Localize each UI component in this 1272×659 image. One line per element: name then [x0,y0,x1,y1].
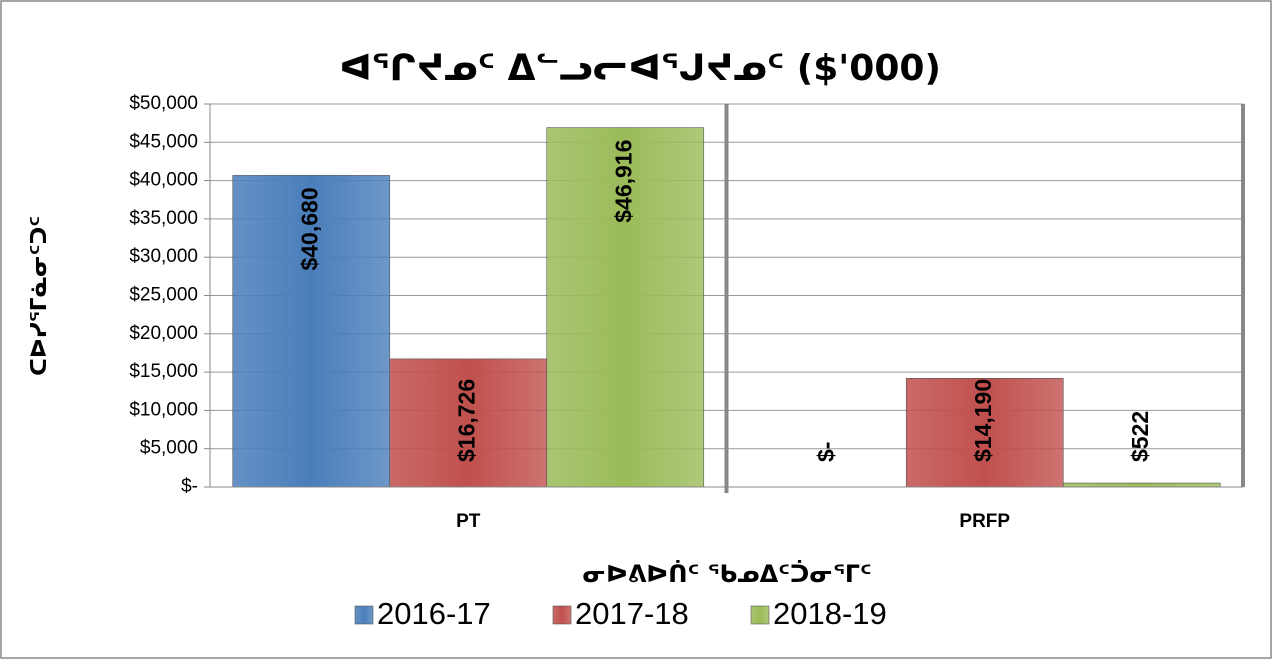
legend-label: 2018-19 [773,596,887,631]
bar [1062,482,1221,488]
x-axis-label: ᓂᐅᕕᐅᑏᑦ ᖃᓄᐃᑦᑑᓂᕐᒥᑦ [582,559,871,588]
bar [232,175,391,488]
y-axis-label: ᑕᐅᓯᕐᒥᓈᓂᑦᑐᑦ [27,216,52,376]
x-tick-label: PRFP [959,511,1010,532]
legend-label: 2016-17 [377,596,491,631]
y-tick-label: $20,000 [129,323,198,344]
bar [389,358,548,488]
y-tick-label: $35,000 [129,208,198,229]
legend-swatch [552,605,572,625]
legend-swatch [354,605,374,625]
y-tick-label: $- [181,476,198,497]
y-tick-label: $45,000 [129,131,198,152]
y-tick-label: $50,000 [129,93,198,114]
y-tick-label: $25,000 [129,285,198,306]
data-label: $40,680 [296,187,322,270]
chart-title: ᐊᕐᒋᔪᓄᑦ ᐃᓪᓗᓕᐊᕐᒍᔪᓄᑦ ($'000) [339,48,941,89]
data-label: $522 [1127,411,1153,462]
bar [905,378,1064,488]
y-tick-label: $10,000 [129,399,198,420]
y-tick-label: $15,000 [129,361,198,382]
legend-label: 2017-18 [575,596,689,631]
bar [546,127,705,488]
data-label: $46,916 [610,140,636,223]
y-tick-label: $40,000 [129,170,198,191]
data-label: $- [813,442,839,462]
x-tick-label: PT [456,511,481,532]
y-tick-label: $5,000 [140,438,198,459]
legend-swatch [750,605,770,625]
data-label: $16,726 [453,379,479,462]
y-tick-label: $30,000 [129,246,198,267]
data-label: $14,190 [970,379,996,462]
